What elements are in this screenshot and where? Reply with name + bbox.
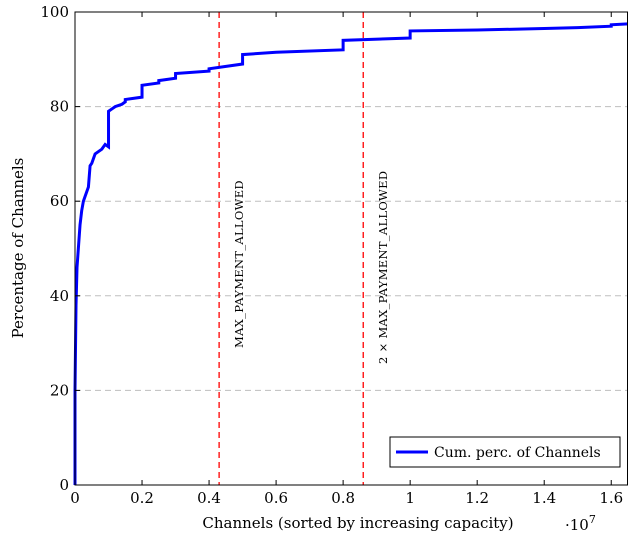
x-tick-label: 0.4 <box>197 489 221 507</box>
x-tick-label: 1.6 <box>599 489 623 507</box>
x-multiplier-exponent: 7 <box>589 513 596 526</box>
y-axis-label: Percentage of Channels <box>9 158 27 339</box>
x-tick-label: 0 <box>70 489 80 507</box>
vline-label: 2 × MAX_PAYMENT_ALLOWED <box>376 171 390 364</box>
x-axis-label: Channels (sorted by increasing capacity) <box>202 514 513 532</box>
x-axis-multiplier: ·107 <box>565 513 596 534</box>
x-tick-label: 1 <box>405 489 415 507</box>
y-tick-label: 0 <box>59 476 69 494</box>
axis-ticks: 0 0.2 0.4 0.6 0.8 1 1.2 1.4 1.6 0 20 40 60 80 100 <box>40 3 623 507</box>
y-tick-label: 20 <box>50 381 69 399</box>
y-tick-label: 40 <box>50 287 69 305</box>
x-tick-label: 1.2 <box>465 489 489 507</box>
y-tick-label: 80 <box>50 98 69 116</box>
vline-label: MAX_PAYMENT_ALLOWED <box>232 180 246 348</box>
x-tick-label: 1.4 <box>532 489 556 507</box>
legend-label: Cum. perc. of Channels <box>434 445 601 461</box>
y-tick-label: 60 <box>50 192 69 210</box>
y-tick-label: 100 <box>40 3 69 21</box>
x-tick-label: 0.6 <box>264 489 288 507</box>
vertical-markers: MAX_PAYMENT_ALLOWED 2 × MAX_PAYMENT_ALLOW… <box>218 12 390 485</box>
gridlines <box>75 106 628 391</box>
x-multiplier-base: ·10 <box>565 516 589 534</box>
x-tick-label: 0.2 <box>130 489 154 507</box>
x-tick-label: 0.8 <box>331 489 355 507</box>
series-layer <box>73 22 628 485</box>
legend-box <box>389 436 621 468</box>
series-line <box>73 22 628 485</box>
legend: Cum. perc. of Channels <box>389 436 621 468</box>
